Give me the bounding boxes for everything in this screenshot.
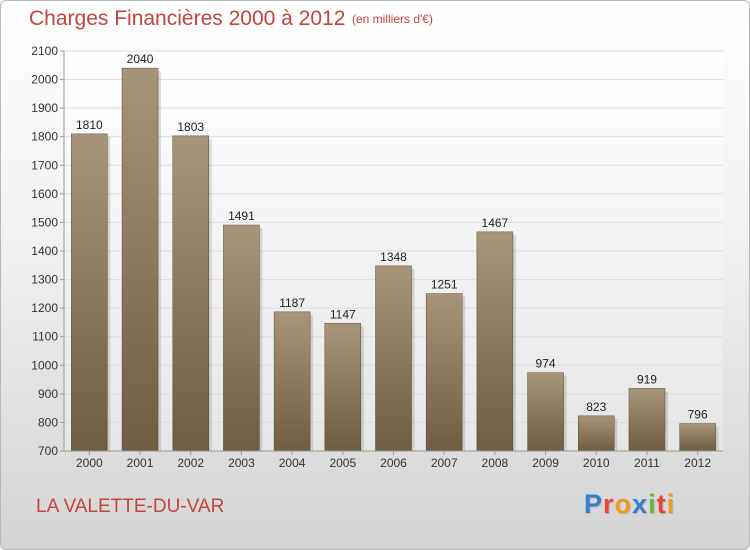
logo-letter: t [656, 489, 667, 519]
data-label: 1147 [330, 307, 356, 321]
x-tick-label: 2011 [634, 456, 660, 470]
location-label: LA VALETTE-DU-VAR [36, 496, 225, 517]
y-tick-label: 1100 [32, 330, 58, 344]
logo-letter: i [666, 489, 676, 519]
data-label: 1803 [177, 120, 204, 134]
data-label: 1467 [482, 216, 509, 230]
bar-2004 [273, 311, 311, 452]
chart-subtitle: (en milliers d'€) [352, 12, 433, 26]
bars: 1810 2040 1803 1491 1187 1147 1348 1251 1467 974 8… [71, 52, 719, 452]
bar-2007 [425, 293, 463, 452]
data-label: 796 [688, 408, 708, 422]
x-tick-label: 2001 [127, 456, 154, 470]
logo-letter: r [603, 489, 615, 519]
proxiti-logo: Proxiti [584, 489, 675, 520]
bar-2001 [121, 67, 159, 452]
data-label: 2040 [127, 52, 154, 66]
y-tick-label: 2100 [31, 44, 58, 58]
data-label: 1251 [431, 278, 458, 292]
bar-2009 [527, 372, 564, 452]
bar-2012 [679, 423, 716, 452]
bar-2005 [324, 323, 362, 452]
bar-2003 [223, 224, 260, 452]
data-label: 974 [536, 357, 556, 371]
y-tick-label: 1400 [31, 244, 58, 258]
bar-2008 [476, 231, 514, 452]
x-tick-label: 2010 [583, 456, 610, 470]
bar-2002 [172, 135, 209, 452]
y-tick-label: 1500 [31, 215, 58, 229]
x-tick-label: 2005 [329, 456, 356, 470]
logo-letter: x [632, 489, 649, 519]
data-label: 1187 [279, 296, 305, 310]
x-tick-label: 2004 [279, 456, 306, 470]
logo-letter: o [614, 489, 633, 519]
y-tick-label: 2000 [31, 73, 58, 87]
bar-2006 [375, 265, 412, 452]
x-tick-label: 2002 [177, 456, 204, 470]
y-tick-label: 1600 [31, 187, 58, 201]
x-tick-label: 2000 [76, 456, 103, 470]
y-tick-label: 900 [38, 387, 58, 401]
y-tick-label: 1800 [31, 130, 58, 144]
y-tick-label: 1000 [31, 358, 58, 372]
y-axis: 700 800 900 1000 1100 1200 1300 1400 1500 1600 170… [31, 44, 65, 458]
bar-2011 [628, 388, 666, 452]
y-tick-label: 1900 [31, 101, 58, 115]
x-tick-label: 2009 [532, 456, 559, 470]
data-label: 919 [637, 372, 657, 386]
x-tick-label: 2007 [431, 456, 458, 470]
x-tick-label: 2003 [228, 456, 255, 470]
y-tick-label: 1700 [31, 158, 58, 172]
data-label: 1810 [76, 118, 103, 132]
y-tick-label: 700 [38, 444, 58, 458]
x-tick-label: 2008 [482, 456, 509, 470]
logo-letter: P [584, 489, 604, 519]
bar-2010 [578, 415, 615, 452]
bar-2000 [71, 133, 108, 452]
y-tick-label: 800 [38, 415, 58, 429]
data-label: 1348 [380, 250, 407, 264]
data-label: 1491 [228, 209, 255, 223]
y-tick-label: 1300 [31, 273, 58, 287]
x-axis: 2000 2001 2002 2003 2004 2005 2006 2007 2008 2009… [64, 450, 723, 470]
data-label: 823 [586, 400, 606, 414]
y-tick-label: 1200 [31, 301, 58, 315]
x-tick-label: 2006 [380, 456, 407, 470]
x-tick-label: 2012 [684, 456, 711, 470]
logo-letter: i [648, 489, 657, 519]
chart-title: Charges Financières 2000 à 2012 [29, 7, 346, 30]
